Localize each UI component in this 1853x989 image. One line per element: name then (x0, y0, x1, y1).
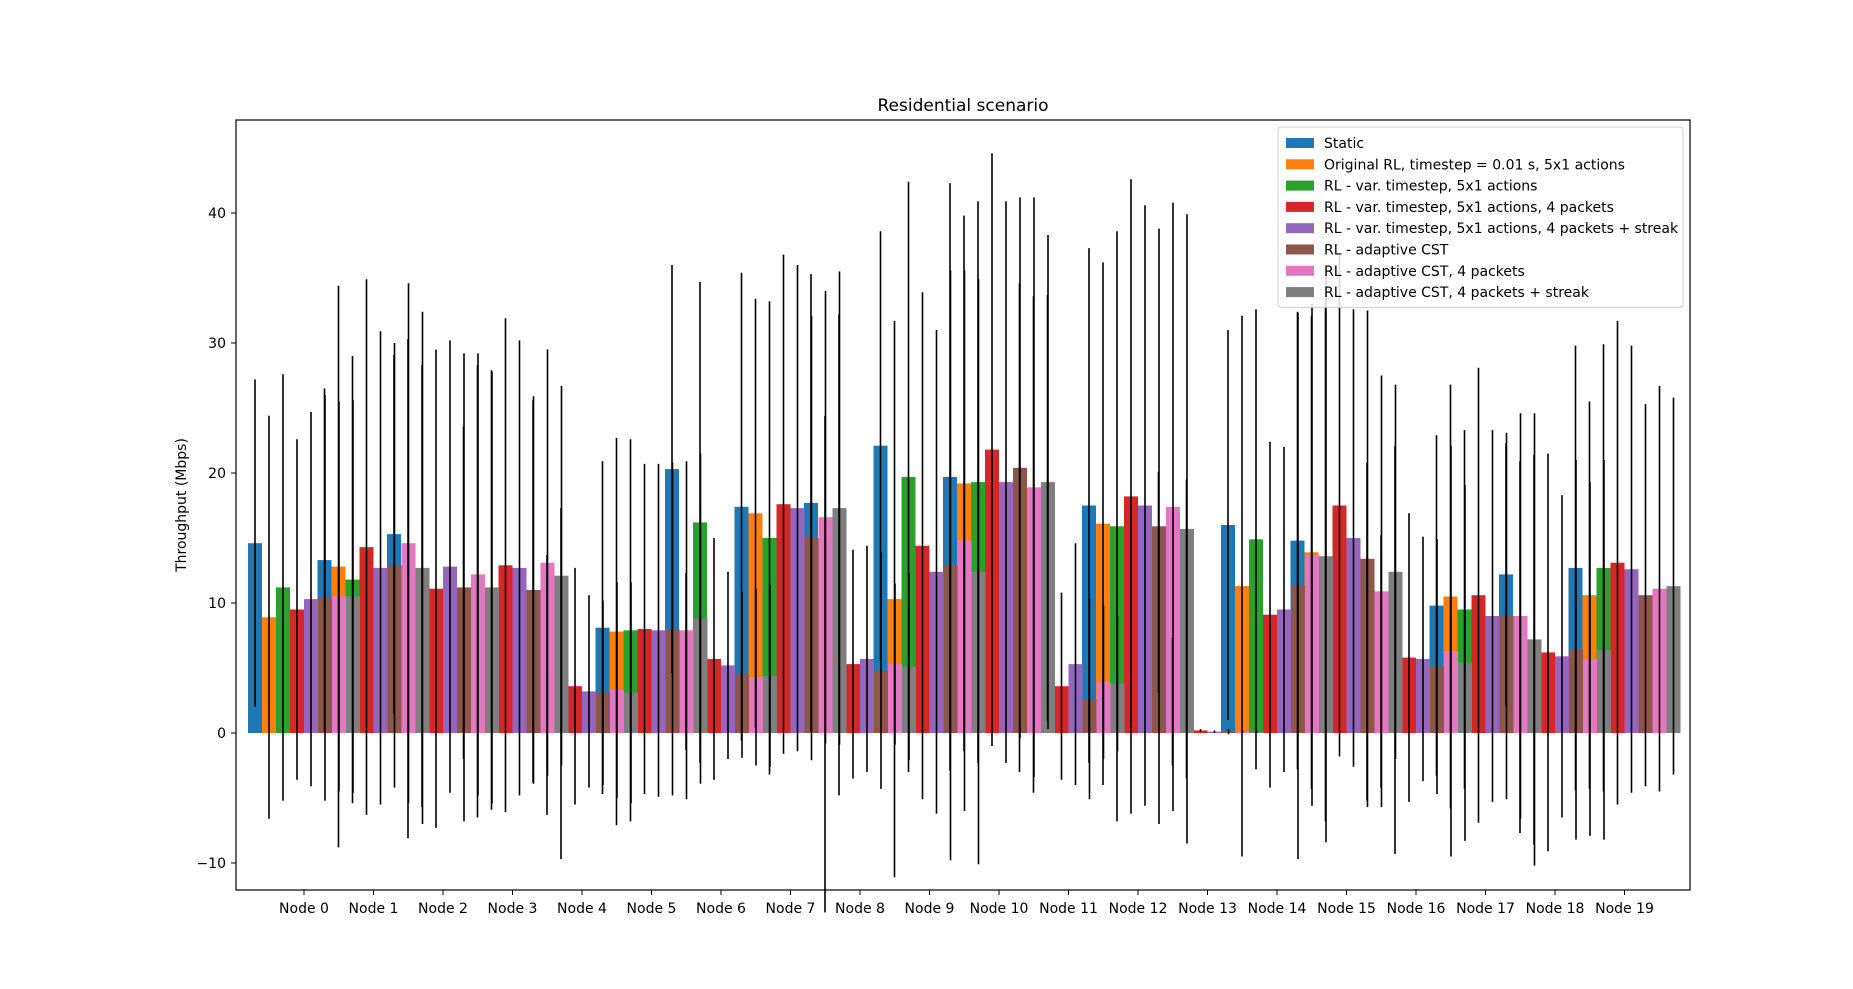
legend: Static Original RL, timestep = 0.01 s, 5x… (1277, 126, 1684, 308)
x-tick-label-1: Node 1 (349, 901, 399, 917)
legend-swatch-3 (1286, 201, 1314, 212)
legend-label-2: RL - var. timestep, 5x1 actions (1324, 179, 1537, 195)
x-tick-label-4: Node 4 (557, 901, 607, 917)
x-tick-label-7: Node 7 (766, 901, 816, 917)
x-tick-label-12: Node 12 (1109, 901, 1168, 917)
bars-layer (248, 445, 1681, 733)
plot-frame (235, 119, 1691, 891)
y-tick-label-5: 40 (208, 206, 226, 222)
legend-label-4: RL - var. timestep, 5x1 actions, 4 packe… (1324, 221, 1679, 237)
y-tick-label-1: 0 (217, 726, 226, 742)
y-tick-label-4: 30 (208, 336, 226, 352)
x-axis: Node 0 Node 1 Node 2 Node 3 Node 4 Node 5 Node… (279, 890, 1654, 917)
chart-title: Residential scenario (877, 96, 1048, 116)
legend-frame (1277, 126, 1684, 308)
legend-swatch-2 (1286, 180, 1314, 191)
legend-label-6: RL - adaptive CST, 4 packets (1324, 264, 1525, 280)
y-axis: −10 0 10 20 30 40 (196, 206, 236, 872)
y-axis-label: Throughput (Mbps) (174, 438, 190, 573)
legend-label-0: Static (1324, 136, 1364, 152)
x-tick-label-6: Node 6 (696, 901, 746, 917)
legend-label-7: RL - adaptive CST, 4 packets + streak (1324, 285, 1590, 301)
x-tick-label-18: Node 18 (1526, 901, 1585, 917)
y-tick-label-0: −10 (196, 856, 226, 872)
legend-swatch-5 (1286, 244, 1314, 255)
y-tick-label-2: 10 (208, 596, 226, 612)
x-tick-label-0: Node 0 (279, 901, 329, 917)
legend-swatch-0 (1286, 138, 1314, 148)
legend-swatch-4 (1286, 223, 1314, 234)
errorbars-layer (254, 153, 1675, 913)
x-tick-label-14: Node 14 (1248, 901, 1307, 917)
x-tick-label-8: Node 8 (835, 901, 885, 917)
legend-swatch-7 (1286, 287, 1314, 298)
x-tick-label-15: Node 15 (1317, 901, 1376, 917)
y-tick-label-3: 20 (208, 466, 226, 482)
x-tick-label-10: Node 10 (970, 901, 1029, 917)
legend-label-1: Original RL, timestep = 0.01 s, 5x1 acti… (1324, 157, 1625, 173)
legend-swatch-6 (1286, 265, 1314, 276)
legend-label-5: RL - adaptive CST (1324, 243, 1449, 259)
legend-swatch-1 (1286, 159, 1314, 170)
x-tick-label-13: Node 13 (1178, 901, 1237, 917)
x-tick-label-3: Node 3 (488, 901, 538, 917)
x-tick-label-17: Node 17 (1456, 901, 1515, 917)
x-tick-label-19: Node 19 (1595, 901, 1654, 917)
legend-label-3: RL - var. timestep, 5x1 actions, 4 packe… (1324, 200, 1614, 216)
x-tick-label-2: Node 2 (418, 901, 468, 917)
x-tick-label-16: Node 16 (1387, 901, 1446, 917)
x-tick-label-9: Node 9 (905, 901, 955, 917)
x-tick-label-5: Node 5 (627, 901, 677, 917)
x-tick-label-11: Node 11 (1039, 901, 1098, 917)
